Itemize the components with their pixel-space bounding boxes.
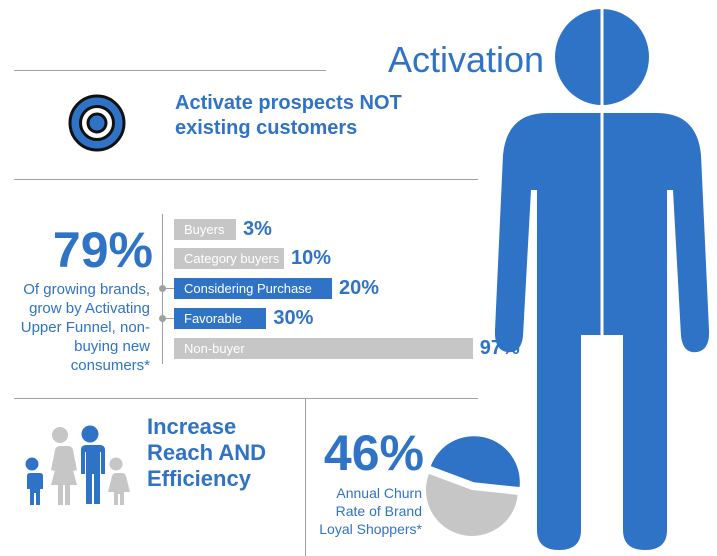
divider-middle <box>14 179 478 180</box>
headline: Activate prospects NOT existing customer… <box>175 91 435 141</box>
page-title: Activation <box>388 39 545 80</box>
funnel-bar-label: Considering Purchase <box>184 281 312 296</box>
stat-46-line: Rate of Brand <box>335 503 422 519</box>
funnel-bar: Buyers <box>174 219 236 240</box>
woman-icon <box>51 427 77 505</box>
stat-46-line: Loyal Shoppers* <box>319 521 422 537</box>
stat-79-value: 79% <box>52 222 153 278</box>
funnel-connector-line <box>165 318 174 319</box>
funnel-bar-value: 97% <box>479 337 520 359</box>
reach-line: Efficiency <box>147 466 251 491</box>
reach-line: Reach AND <box>147 440 266 465</box>
child-girl-icon <box>108 457 130 505</box>
funnel-bar-label: Buyers <box>184 222 225 237</box>
funnel-connector-line <box>165 288 174 289</box>
divider-bottom <box>14 398 478 399</box>
funnel-bar-label: Category buyers <box>184 251 280 266</box>
funnel-bar-value: 30% <box>273 307 314 329</box>
stat-79-line: consumers* <box>70 357 150 374</box>
reach-line: Increase <box>147 414 237 439</box>
stat-79-line: Of growing brands, <box>23 281 150 298</box>
person-silhouette-icon <box>495 9 710 550</box>
funnel-bar: Considering Purchase <box>174 278 332 299</box>
funnel-bar: Non-buyer <box>174 338 473 359</box>
child-boy-icon <box>24 457 43 505</box>
funnel-bar-label: Non-buyer <box>184 341 245 356</box>
pie-slice-churn <box>430 436 520 488</box>
funnel-bar-value: 3% <box>243 218 272 240</box>
stat-46-description: Annual Churn Rate of Brand Loyal Shopper… <box>300 484 422 538</box>
stat-79-line: buying new <box>74 338 150 355</box>
headline-line-2: existing customers <box>175 117 358 139</box>
funnel-bar-value: 20% <box>339 277 380 299</box>
funnel-connector-dot <box>159 285 166 292</box>
stat-46-line: Annual Churn <box>336 485 422 501</box>
family-icon <box>24 425 130 505</box>
divider-vertical <box>305 398 306 556</box>
funnel-bar: Category buyers <box>174 248 284 269</box>
stat-79-description: Of growing brands, grow by Activating Up… <box>0 280 150 375</box>
funnel-bar: Favorable <box>174 308 267 329</box>
divider-top <box>14 70 326 71</box>
stat-79-line: grow by Activating <box>29 300 150 317</box>
funnel-bar-value: 10% <box>291 247 332 269</box>
churn-pie-chart <box>426 436 520 536</box>
headline-line-1: Activate prospects NOT <box>175 92 402 114</box>
stat-79-line: Upper Funnel, non- <box>20 319 150 336</box>
funnel-connector-dot <box>159 315 166 322</box>
funnel-bar-label: Favorable <box>184 311 242 326</box>
man-icon <box>80 425 105 504</box>
target-icon <box>68 94 126 152</box>
reach-efficiency-text: Increase Reach AND Efficiency <box>147 414 297 492</box>
pie-slice-retained <box>426 473 518 536</box>
stat-46-value: 46% <box>323 425 424 481</box>
